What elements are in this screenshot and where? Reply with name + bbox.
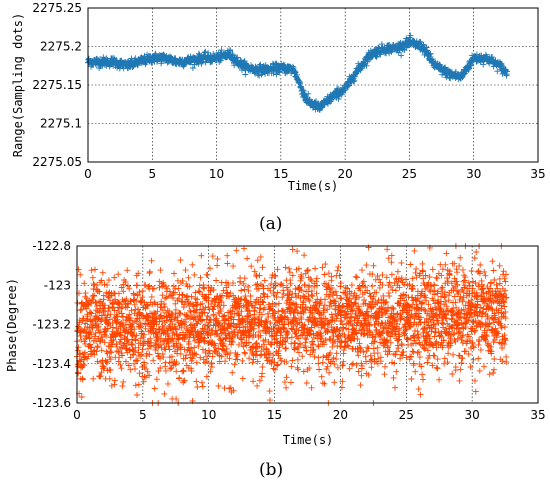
phase-y-axis-label: Phase(Degree) bbox=[5, 278, 19, 372]
phase-x-tick-label: 20 bbox=[333, 408, 348, 422]
phase-axes-box bbox=[76, 245, 539, 404]
phase-y-tick-label: -122.8 bbox=[32, 239, 71, 253]
phase-x-tick-label: 10 bbox=[201, 408, 216, 422]
range-axes-box bbox=[87, 7, 539, 163]
range-x-axis-label: Time(s) bbox=[288, 179, 339, 193]
phase-chart: 0 5 10 15 20 25 30 35 -123.6-123.4-123.2-123-12… bbox=[5, 239, 546, 447]
phase-x-tick-label: 30 bbox=[465, 408, 480, 422]
range-y-tick-label: 2275.1 bbox=[40, 117, 82, 131]
range-x-tick-label: 10 bbox=[209, 167, 224, 181]
range-x-ticks: 0 5 10 15 20 25 30 35 bbox=[84, 167, 545, 181]
range-y-tick-label: 2275.15 bbox=[32, 78, 82, 92]
range-y-tick-label: 2275.05 bbox=[32, 155, 82, 169]
phase-x-tick-label: 0 bbox=[73, 408, 81, 422]
phase-y-tick-label: -123.2 bbox=[32, 318, 71, 332]
range-x-tick-label: 35 bbox=[530, 167, 545, 181]
range-x-tick-label: 0 bbox=[84, 167, 92, 181]
phase-x-tick-label: 15 bbox=[267, 408, 282, 422]
range-y-ticks: 2275.05 2275.1 2275.15 2275.2 2275.25 bbox=[32, 1, 82, 169]
range-y-tick-label: 2275.2 bbox=[40, 40, 82, 54]
phase-x-tick-label: 35 bbox=[530, 408, 545, 422]
phase-y-tick-label: -123 bbox=[44, 278, 71, 292]
range-y-tick-label: 2275.25 bbox=[32, 1, 82, 15]
panel-a-label: (a) bbox=[259, 214, 283, 234]
range-chart: 0 5 10 15 20 25 30 35 2275.052275.12275.152275.… bbox=[11, 1, 546, 193]
phase-y-ticks: -123.6 -123.4 -123.2 -123 -122.8 bbox=[32, 239, 71, 410]
range-x-tick-label: 20 bbox=[338, 167, 353, 181]
range-x-tick-label: 15 bbox=[273, 167, 288, 181]
phase-y-tick-label: -123.6 bbox=[32, 396, 71, 410]
range-x-tick-label: 5 bbox=[148, 167, 156, 181]
range-x-tick-label: 25 bbox=[402, 167, 417, 181]
range-x-tick-label: 30 bbox=[466, 167, 481, 181]
phase-x-ticks: 0 5 10 15 20 25 30 35 bbox=[73, 408, 545, 422]
panel-b-label: (b) bbox=[259, 460, 284, 480]
phase-x-tick-label: 5 bbox=[139, 408, 147, 422]
phase-y-tick-label: -123.4 bbox=[32, 357, 71, 371]
phase-x-tick-label: 25 bbox=[399, 408, 414, 422]
range-y-axis-label: Range(Sampling dots) bbox=[11, 13, 25, 158]
phase-x-axis-label: Time(s) bbox=[283, 433, 334, 447]
